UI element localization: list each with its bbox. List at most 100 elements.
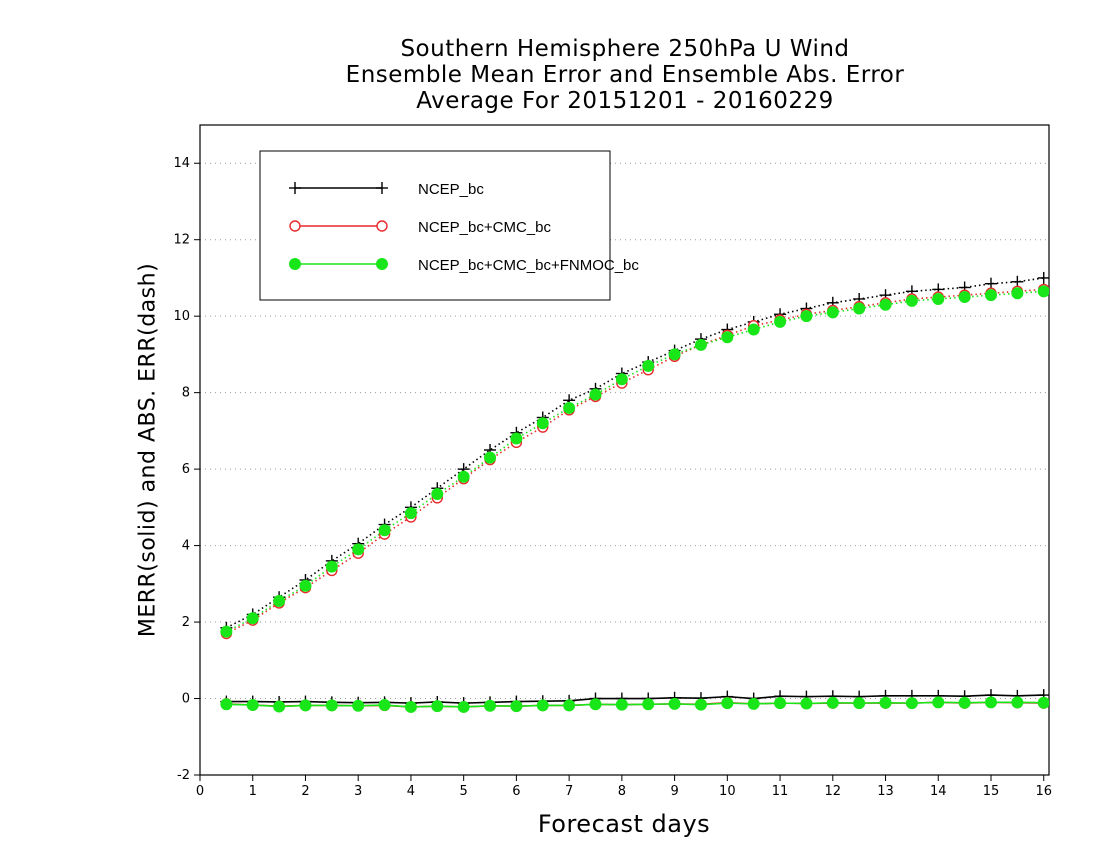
abs-err-point-ncep-bc-cmc-bc-fnmoc-bc xyxy=(563,401,576,414)
y-tick-label: 6 xyxy=(182,462,190,477)
mean-err-point-ncep-bc-cmc-bc-fnmoc-bc xyxy=(325,699,338,712)
x-tick-label: 10 xyxy=(719,784,736,799)
mean-err-point-ncep-bc-cmc-bc-fnmoc-bc xyxy=(694,698,707,711)
mean-err-point-ncep-bc-cmc-bc-fnmoc-bc xyxy=(273,700,286,713)
mean-err-point-ncep-bc-cmc-bc-fnmoc-bc xyxy=(774,697,787,710)
abs-err-point-ncep-bc-cmc-bc-fnmoc-bc xyxy=(589,388,602,401)
mean-err-point-ncep-bc-cmc-bc-fnmoc-bc xyxy=(747,697,760,710)
mean-err-point-ncep-bc-cmc-bc-fnmoc-bc xyxy=(1037,696,1049,709)
abs-err-line-ncep-bc-cmc-bc xyxy=(226,288,1044,635)
abs-err-point-ncep-bc-cmc-bc-fnmoc-bc xyxy=(721,331,734,344)
abs-err-point-ncep-bc-cmc-bc-fnmoc-bc xyxy=(431,487,444,500)
legend-marker xyxy=(376,220,388,232)
abs-err-point-ncep-bc xyxy=(1037,271,1049,284)
abs-err-point-ncep-bc-cmc-bc-fnmoc-bc xyxy=(615,373,628,386)
abs-err-line-ncep-bc-cmc-bc-fnmoc-bc xyxy=(226,290,1044,633)
abs-err-point-ncep-bc-cmc-bc-fnmoc-bc xyxy=(1037,285,1049,298)
x-tick-label: 13 xyxy=(877,784,894,799)
legend-marker xyxy=(289,258,301,270)
abs-err-point-ncep-bc-cmc-bc-fnmoc-bc xyxy=(220,625,233,638)
legend-label: NCEP_bc+CMC_bc+FNMOC_bc xyxy=(418,257,639,274)
abs-err-point-ncep-bc-cmc-bc-fnmoc-bc xyxy=(826,306,839,319)
abs-err-point-ncep-bc-cmc-bc-fnmoc-bc xyxy=(984,289,997,302)
y-tick-label: 14 xyxy=(173,156,190,171)
chart-title-line-1: Southern Hemisphere 250hPa U Wind xyxy=(400,36,850,62)
abs-err-point-ncep-bc-cmc-bc-fnmoc-bc xyxy=(1011,287,1024,300)
mean-err-point-ncep-bc-cmc-bc-fnmoc-bc xyxy=(299,699,312,712)
y-tick-label: 12 xyxy=(173,233,190,248)
mean-err-point-ncep-bc-cmc-bc-fnmoc-bc xyxy=(879,696,892,709)
mean-err-point-ncep-bc-cmc-bc-fnmoc-bc xyxy=(1011,696,1024,709)
y-tick-label: 4 xyxy=(182,539,190,554)
y-tick-label: -2 xyxy=(177,768,190,783)
mean-err-point-ncep-bc-cmc-bc-fnmoc-bc xyxy=(457,700,470,713)
x-tick-label: 9 xyxy=(670,784,678,799)
abs-err-point-ncep-bc-cmc-bc-fnmoc-bc xyxy=(747,323,760,336)
abs-err-point-ncep-bc-cmc-bc-fnmoc-bc xyxy=(378,524,391,537)
mean-err-point-ncep-bc-cmc-bc-fnmoc-bc xyxy=(536,699,549,712)
x-tick-label: 15 xyxy=(983,784,1000,799)
mean-err-point-ncep-bc-cmc-bc-fnmoc-bc xyxy=(431,700,444,713)
abs-err-point-ncep-bc-cmc-bc-fnmoc-bc xyxy=(246,612,259,625)
series-group xyxy=(220,271,1049,713)
mean-err-point-ncep-bc-cmc-bc-fnmoc-bc xyxy=(721,697,734,710)
abs-err-point-ncep-bc-cmc-bc-fnmoc-bc xyxy=(404,507,417,520)
mean-err-point-ncep-bc-cmc-bc-fnmoc-bc xyxy=(404,700,417,713)
mean-err-point-ncep-bc-cmc-bc-fnmoc-bc xyxy=(826,696,839,709)
legend-marker xyxy=(376,258,388,270)
x-tick-label: 7 xyxy=(565,784,573,799)
mean-err-point-ncep-bc-cmc-bc-fnmoc-bc xyxy=(932,696,945,709)
mean-err-point-ncep-bc-cmc-bc-fnmoc-bc xyxy=(958,696,971,709)
y-tick-label: 2 xyxy=(182,615,190,630)
x-tick-label: 6 xyxy=(512,784,520,799)
legend-label: NCEP_bc xyxy=(418,181,484,198)
abs-err-point-ncep-bc-cmc-bc-fnmoc-bc xyxy=(694,338,707,351)
legend-marker xyxy=(376,182,388,194)
abs-err-point-ncep-bc-cmc-bc-fnmoc-bc xyxy=(352,543,365,556)
x-tick-label: 0 xyxy=(196,784,204,799)
y-tick-label: 10 xyxy=(173,309,190,324)
abs-err-point-ncep-bc-cmc-bc-fnmoc-bc xyxy=(642,359,655,372)
x-tick-label: 16 xyxy=(1035,784,1052,799)
x-axis-label: Forecast days xyxy=(537,810,711,838)
x-tick-label: 4 xyxy=(407,784,415,799)
legend-marker xyxy=(289,220,301,232)
mean-err-point-ncep-bc-cmc-bc-fnmoc-bc xyxy=(589,698,602,711)
x-tick-label: 3 xyxy=(354,784,362,799)
abs-err-point-ncep-bc-cmc-bc-fnmoc-bc xyxy=(958,291,971,304)
mean-err-point-ncep-bc-cmc-bc-fnmoc-bc xyxy=(905,697,918,710)
legend-item: NCEP_bc xyxy=(289,181,484,198)
abs-err-point-ncep-bc-cmc-bc-fnmoc-bc xyxy=(905,294,918,307)
abs-err-point-ncep-bc-cmc-bc-fnmoc-bc xyxy=(932,292,945,305)
chart-title-line-2: Ensemble Mean Error and Ensemble Abs. Er… xyxy=(345,62,905,88)
abs-err-point-ncep-bc-cmc-bc-fnmoc-bc xyxy=(299,579,312,592)
y-tick-label: 0 xyxy=(182,692,190,707)
mean-err-point-ncep-bc-cmc-bc-fnmoc-bc xyxy=(642,698,655,711)
chart-title-line-3: Average For 20151201 - 20160229 xyxy=(416,88,834,114)
abs-err-point-ncep-bc-cmc-bc-fnmoc-bc xyxy=(457,470,470,483)
mean-err-point-ncep-bc-cmc-bc-fnmoc-bc xyxy=(510,700,523,713)
abs-err-point-ncep-bc-cmc-bc-fnmoc-bc xyxy=(774,315,787,328)
abs-err-point-ncep-bc-cmc-bc-fnmoc-bc xyxy=(510,432,523,445)
legend-marker xyxy=(289,182,301,194)
legend-item: NCEP_bc+CMC_bc+FNMOC_bc xyxy=(289,257,639,274)
abs-err-point-ncep-bc-cmc-bc-fnmoc-bc xyxy=(536,417,549,430)
abs-err-point-ncep-bc-cmc-bc-fnmoc-bc xyxy=(668,348,681,361)
abs-err-point-ncep-bc-cmc-bc-fnmoc-bc xyxy=(325,560,338,573)
mean-err-point-ncep-bc-cmc-bc-fnmoc-bc xyxy=(378,699,391,712)
x-tick-label: 8 xyxy=(618,784,626,799)
mean-err-point-ncep-bc-cmc-bc-fnmoc-bc xyxy=(668,697,681,710)
y-axis-label: MERR(solid) and ABS. ERR(dash) xyxy=(135,262,161,638)
mean-err-point-ncep-bc-cmc-bc-fnmoc-bc xyxy=(984,696,997,709)
mean-err-point-ncep-bc-cmc-bc-fnmoc-bc xyxy=(220,698,233,711)
x-tick-label: 5 xyxy=(460,784,468,799)
mean-err-point-ncep-bc-cmc-bc-fnmoc-bc xyxy=(800,697,813,710)
plot-frame xyxy=(199,124,1050,776)
abs-err-point-ncep-bc-cmc-bc-fnmoc-bc xyxy=(853,302,866,315)
legend: NCEP_bc NCEP_bc+CMC_bc NCEP_bc+CMC_bc+FNMO… xyxy=(259,150,639,301)
x-tick-label: 11 xyxy=(772,784,789,799)
x-tick-label: 2 xyxy=(301,784,309,799)
x-tick-label: 1 xyxy=(249,784,257,799)
abs-err-point-ncep-bc-cmc-bc-fnmoc-bc xyxy=(273,595,286,608)
